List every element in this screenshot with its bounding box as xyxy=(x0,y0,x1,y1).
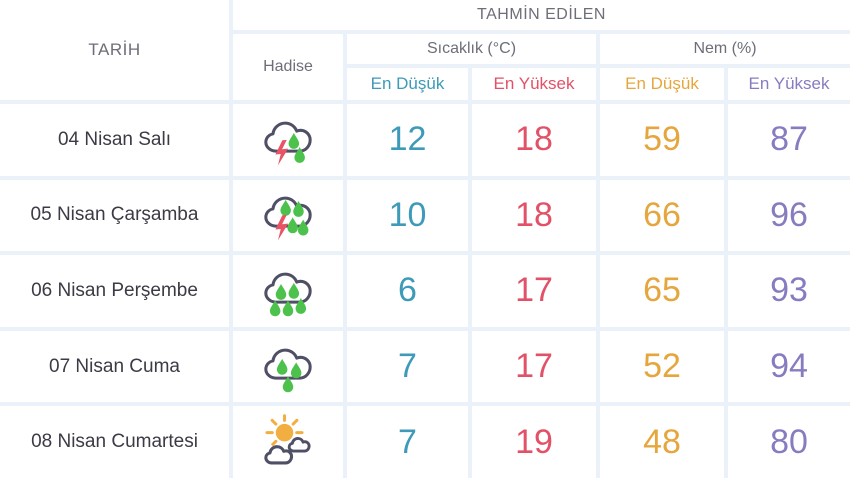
temp-min-value: 12 xyxy=(347,104,468,176)
forecast-header: TAHMİN EDİLEN xyxy=(233,0,850,30)
date-cell: 08 Nisan Cumartesi xyxy=(0,406,229,478)
temp-min-header: En Düşük xyxy=(347,68,468,100)
date-cell: 07 Nisan Cuma xyxy=(0,330,229,403)
hum-max-value: 80 xyxy=(728,406,850,478)
partly-sunny-icon xyxy=(233,406,343,478)
temperature-group-header: Sıcaklık (°C) xyxy=(347,34,596,64)
hum-max-value: 94 xyxy=(728,330,850,403)
date-cell: 06 Nisan Perşembe xyxy=(0,255,229,327)
temp-max-header: En Yüksek xyxy=(472,68,596,100)
rain-icon xyxy=(233,330,343,403)
hum-min-value: 52 xyxy=(600,330,724,403)
hum-min-header: En Düşük xyxy=(600,68,724,100)
temp-max-value: 18 xyxy=(472,104,596,176)
heavy-rain-icon xyxy=(233,255,343,327)
hum-max-value: 87 xyxy=(728,104,850,176)
temp-min-value: 10 xyxy=(347,179,468,252)
condition-column-header: Hadise xyxy=(233,34,343,100)
temp-min-value: 6 xyxy=(347,255,468,327)
date-cell: 05 Nisan Çarşamba xyxy=(0,179,229,252)
date-cell: 04 Nisan Salı xyxy=(0,104,229,176)
hum-max-header: En Yüksek xyxy=(728,68,850,100)
hum-min-value: 59 xyxy=(600,104,724,176)
hum-max-value: 93 xyxy=(728,255,850,327)
hum-min-value: 48 xyxy=(600,406,724,478)
temp-min-value: 7 xyxy=(347,406,468,478)
temp-max-value: 17 xyxy=(472,255,596,327)
temp-max-value: 17 xyxy=(472,330,596,403)
humidity-group-header: Nem (%) xyxy=(600,34,850,64)
date-column-header: TARİH xyxy=(0,0,229,100)
hum-min-value: 65 xyxy=(600,255,724,327)
hum-min-value: 66 xyxy=(600,179,724,252)
temp-max-value: 18 xyxy=(472,179,596,252)
thunderstorm-heavy-rain-icon xyxy=(233,179,343,252)
temp-min-value: 7 xyxy=(347,330,468,403)
temp-max-value: 19 xyxy=(472,406,596,478)
hum-max-value: 96 xyxy=(728,179,850,252)
thunderstorm-rain-icon xyxy=(233,104,343,176)
